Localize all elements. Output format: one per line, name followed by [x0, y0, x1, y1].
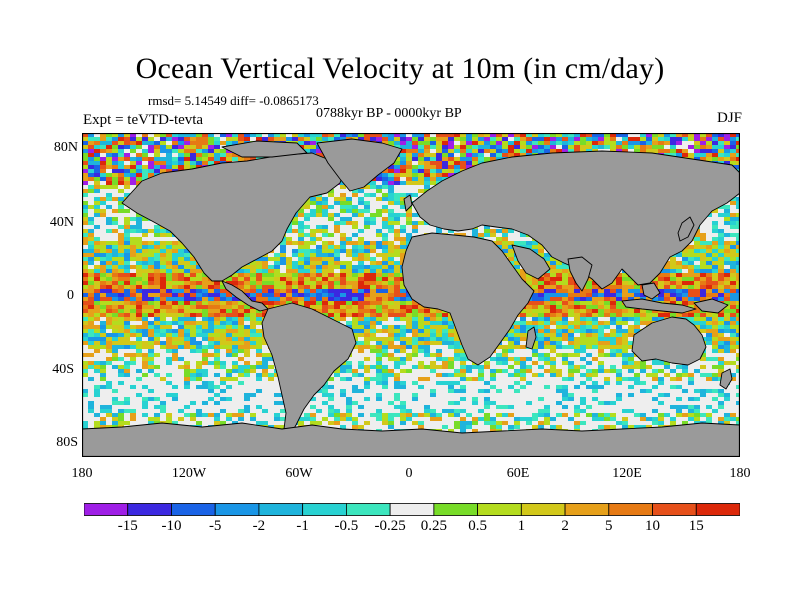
europe-asia	[411, 150, 740, 290]
colorbar-label: -5	[208, 518, 222, 534]
japan	[677, 216, 695, 242]
colorbar-label: 0.25	[420, 518, 447, 534]
lat-label-80n: 80N	[53, 140, 78, 155]
colorbar-label: -10	[161, 518, 182, 534]
colorbar-swatch	[652, 503, 697, 516]
world-map	[82, 133, 740, 457]
lon-label-60e: 60E	[506, 466, 530, 481]
experiment-text: Expt = teVTD-tevta	[83, 112, 204, 128]
lat-label-40s: 40S	[52, 362, 74, 377]
colorbar-swatch	[214, 503, 260, 516]
colorbar-label: 10	[645, 518, 661, 534]
colorbar-label: 1	[517, 518, 526, 534]
lon-label-0: 0	[405, 466, 413, 481]
colorbar-swatch	[84, 503, 129, 516]
arabia	[511, 244, 551, 280]
colorbar-swatch	[477, 503, 522, 516]
lon-label-180e: 180	[729, 466, 751, 481]
lon-label-180w: 180	[71, 466, 93, 481]
indonesia	[621, 298, 697, 314]
antarctica	[82, 422, 740, 457]
lat-label-0: 0	[67, 288, 74, 303]
colorbar-label: -1	[296, 518, 309, 534]
colorbar-label: 15	[688, 518, 704, 534]
south-america	[261, 302, 357, 436]
lon-label-120w: 120W	[171, 466, 207, 481]
lat-label-40n: 40N	[49, 215, 74, 230]
colorbar-label: -2	[252, 518, 266, 534]
colorbar-swatch	[302, 503, 347, 516]
lon-label-120e: 120E	[612, 466, 642, 481]
uk	[403, 194, 413, 212]
colorbar-swatch	[127, 503, 172, 516]
new-zealand	[719, 368, 733, 390]
map-frame	[82, 133, 740, 457]
colorbar-label: -0.5	[334, 518, 359, 534]
colorbar-swatch	[433, 503, 478, 516]
colorbar-swatch	[345, 503, 391, 516]
borneo	[641, 282, 661, 300]
season-text: DJF	[716, 110, 742, 126]
map-title: Ocean Vertical Velocity at 10m (in cm/da…	[135, 52, 665, 85]
stats-text: rmsd= 5.14549 diff= -0.0865173	[148, 93, 319, 108]
colorbar-swatch	[520, 503, 566, 516]
colorbar-swatch	[258, 503, 304, 516]
australia	[631, 316, 707, 366]
colorbar-label: -15	[117, 518, 138, 534]
colorbar-swatch	[171, 503, 216, 516]
greenland	[316, 138, 403, 192]
colorbar-label: 2	[561, 518, 569, 534]
period-text: 0788kyr BP - 0000kyr BP	[316, 106, 462, 121]
arctic-islands	[221, 140, 308, 158]
colorbar	[84, 503, 740, 516]
lat-label-80s: 80S	[56, 435, 78, 450]
colorbar-label: -0.25	[374, 518, 406, 534]
colorbar-label: 5	[605, 518, 613, 534]
colorbar-swatch	[389, 503, 435, 516]
africa	[401, 232, 535, 366]
madagascar	[525, 326, 537, 350]
lon-label-60w: 60W	[285, 466, 313, 481]
north-america	[121, 152, 345, 282]
land-masses	[82, 138, 740, 457]
colorbar-swatch	[608, 503, 653, 516]
colorbar-swatch	[695, 503, 740, 516]
new-guinea	[693, 298, 729, 314]
india	[567, 256, 593, 292]
colorbar-label: 0.5	[468, 518, 487, 534]
colorbar-swatch	[564, 503, 610, 516]
